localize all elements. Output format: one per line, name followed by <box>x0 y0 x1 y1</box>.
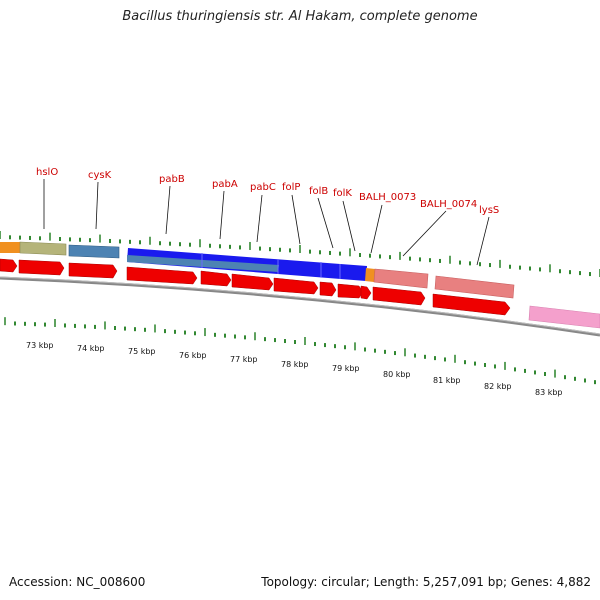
upper-tick-row <box>0 231 600 277</box>
feature-block-pink-right[interactable] <box>528 305 600 329</box>
genome-title: Bacillus thuringiensis str. Al Hakam, co… <box>122 9 478 24</box>
cds-arrow-1[interactable] <box>0 258 18 273</box>
kbp-label-73: 73 kbp <box>26 341 54 350</box>
accession-info: Accession: NC_008600 <box>9 575 145 589</box>
gene-label-folP[interactable]: folP <box>282 182 300 193</box>
accession-value: NC_008600 <box>76 575 146 589</box>
kbp-label-79: 79 kbp <box>332 364 360 373</box>
cds-arrow-11[interactable] <box>372 286 426 306</box>
feature-block-BALH_0073[interactable] <box>373 268 429 289</box>
cds-arrow-7[interactable] <box>273 277 319 295</box>
kbp-label-74: 74 kbp <box>77 344 105 353</box>
kbp-label-group: 73 kbp 74 kbp 75 kbp 76 kbp 77 kbp 78 kb… <box>26 341 563 397</box>
cds-arrow-10[interactable] <box>360 285 372 300</box>
genome-backbone-highlight <box>0 276 600 335</box>
length-label: Length: <box>373 575 420 589</box>
kbp-label-77: 77 kbp <box>230 355 258 364</box>
cds-arrow-2[interactable] <box>18 259 65 276</box>
leader-line-folB <box>317 197 334 249</box>
leader-line-pabA <box>219 190 225 240</box>
kbp-label-76: 76 kbp <box>179 351 207 360</box>
feature-block-pab-underlay[interactable] <box>127 255 279 272</box>
gene-label-cysK[interactable]: cysK <box>88 170 112 181</box>
cds-arrow-3[interactable] <box>68 262 118 279</box>
leader-line-folP <box>291 194 301 245</box>
genes-label: Genes: <box>510 575 553 589</box>
leader-line-folK <box>342 200 356 252</box>
kbp-label-80: 80 kbp <box>383 370 411 379</box>
kbp-label-81: 81 kbp <box>433 376 461 385</box>
kbp-label-83: 83 kbp <box>535 388 563 397</box>
gene-label-hslO[interactable]: hslO <box>36 167 58 178</box>
leader-line-BALH_0074 <box>402 210 447 257</box>
genome-summary: Topology: circular; Length: 5,257,091 bp… <box>261 575 591 589</box>
lower-tick-row <box>4 317 596 385</box>
topology-label: Topology: <box>261 575 318 589</box>
length-value: 5,257,091 bp <box>422 575 503 589</box>
leader-line-pabC <box>256 194 263 243</box>
feature-block-BALH_0074[interactable] <box>434 275 515 299</box>
genes-value: 4,882 <box>556 575 591 589</box>
gene-label-folK[interactable]: folK <box>333 188 352 199</box>
feature-block-hslO[interactable] <box>19 241 67 256</box>
gene-label-BALH_0073[interactable]: BALH_0073 <box>359 192 416 203</box>
cds-arrow-9[interactable] <box>337 283 364 299</box>
gene-label-pabB[interactable]: pabB <box>159 174 185 185</box>
cds-arrow-6[interactable] <box>231 273 274 291</box>
cds-arrow-4[interactable] <box>126 266 198 285</box>
leader-line-lysS <box>476 216 490 266</box>
leader-line-cysK <box>95 181 99 230</box>
gene-label-pabA[interactable]: pabA <box>212 179 238 190</box>
gene-label-folB[interactable]: folB <box>309 186 328 197</box>
accession-label: Accession: <box>9 575 73 589</box>
feature-block-cysK[interactable] <box>68 244 120 259</box>
leader-line-pabB <box>165 185 171 235</box>
feature-block-orange-left[interactable] <box>0 242 20 253</box>
genome-backbone <box>0 276 600 337</box>
leader-line-BALH_0073 <box>370 204 383 254</box>
gene-label-group: hslO cysK pabB pabA pabC folP folB folK … <box>36 167 499 266</box>
kbp-label-82: 82 kbp <box>484 382 512 391</box>
feature-block-orange-mid[interactable] <box>365 268 375 282</box>
cds-arrow-12[interactable] <box>432 293 511 316</box>
feature-track-upper <box>0 241 515 299</box>
topology-value: circular <box>321 575 366 589</box>
kbp-label-75: 75 kbp <box>128 347 156 356</box>
gene-label-pabC[interactable]: pabC <box>250 182 276 193</box>
cds-arrow-track <box>0 258 511 316</box>
cds-arrow-5[interactable] <box>200 270 232 287</box>
kbp-label-78: 78 kbp <box>281 360 309 369</box>
gene-label-lysS[interactable]: lysS <box>479 205 499 216</box>
cds-arrow-8[interactable] <box>319 281 337 297</box>
gene-label-BALH_0074[interactable]: BALH_0074 <box>420 199 477 210</box>
